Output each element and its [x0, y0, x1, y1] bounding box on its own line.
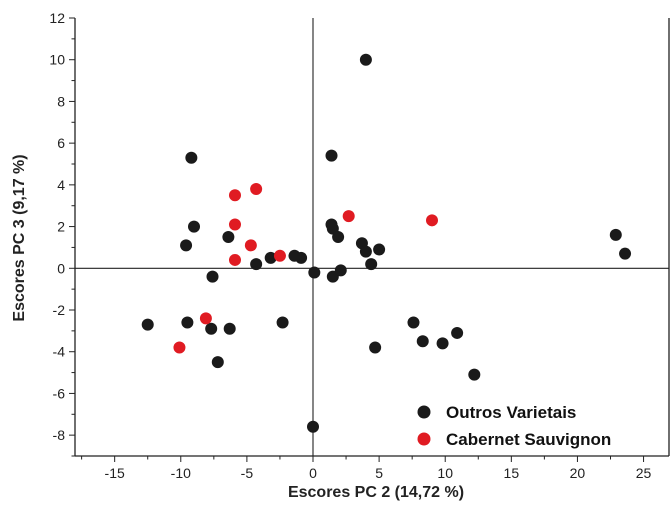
- data-point: [276, 316, 289, 329]
- y-tick-label: -2: [53, 302, 66, 318]
- data-point: [308, 266, 321, 279]
- data-point: [359, 53, 372, 66]
- data-point: [619, 247, 632, 260]
- series-outros-varietais: [141, 53, 632, 433]
- x-axis-title: Escores PC 2 (14,72 %): [288, 484, 464, 501]
- data-point: [334, 264, 347, 277]
- data-point: [451, 326, 464, 339]
- legend-marker: [417, 405, 431, 419]
- data-point: [609, 228, 622, 241]
- x-tick-label: 15: [504, 465, 520, 481]
- y-tick-label: -8: [53, 427, 66, 443]
- data-point: [273, 249, 286, 262]
- y-tick-label: 12: [49, 10, 65, 26]
- x-tick-label: -10: [171, 465, 191, 481]
- x-axis: -15 -10 -5 0 5 10 15 20 25: [81, 456, 652, 481]
- data-point: [181, 316, 194, 329]
- data-points: [141, 53, 632, 433]
- data-point: [188, 220, 200, 233]
- data-point: [436, 337, 449, 350]
- data-point: [205, 322, 218, 335]
- series-cabernet-sauvignon: [173, 183, 438, 354]
- data-point: [228, 218, 241, 231]
- x-tick-label: 10: [437, 465, 453, 481]
- data-point: [222, 231, 235, 243]
- data-point: [141, 318, 154, 331]
- data-point: [223, 322, 236, 335]
- data-point: [407, 316, 420, 329]
- data-point: [373, 243, 386, 256]
- plot-area: [74, 18, 670, 457]
- data-point: [359, 245, 372, 258]
- y-tick-label: -4: [53, 344, 66, 360]
- x-tick-label: 0: [309, 465, 317, 481]
- y-tick-label: 2: [57, 219, 65, 235]
- y-axis: -8 -6 -4 -2 0 2 4 6 8 10 12: [49, 10, 75, 457]
- data-point: [228, 189, 241, 202]
- data-point: [369, 341, 382, 354]
- data-point: [325, 149, 338, 162]
- data-point: [332, 231, 345, 243]
- y-tick-label: 8: [57, 93, 65, 109]
- data-point: [250, 258, 263, 271]
- data-point: [468, 368, 481, 381]
- data-point: [180, 239, 193, 252]
- reference-lines: [75, 18, 669, 456]
- y-tick-label: 10: [49, 52, 65, 68]
- data-point: [264, 251, 277, 264]
- x-tick-label: 20: [570, 465, 586, 481]
- y-tick-label: 4: [57, 177, 65, 193]
- legend-marker: [417, 432, 431, 446]
- data-point: [416, 335, 429, 348]
- data-point: [228, 253, 241, 266]
- x-tick-label: 5: [375, 465, 383, 481]
- y-tick-label: -6: [53, 385, 66, 401]
- data-point: [307, 420, 319, 433]
- y-tick-label: 0: [57, 260, 65, 276]
- data-point: [185, 151, 198, 164]
- data-point: [173, 341, 186, 354]
- data-point: [244, 239, 257, 252]
- x-tick-label: -15: [105, 465, 125, 481]
- y-axis-title: Escores PC 3 (9,17 %): [11, 154, 28, 321]
- data-point: [199, 312, 212, 325]
- data-point: [342, 210, 355, 223]
- x-tick-label: 25: [636, 465, 652, 481]
- data-point: [206, 270, 219, 283]
- data-point: [250, 183, 263, 196]
- data-point: [365, 258, 378, 271]
- x-tick-label: -5: [241, 465, 254, 481]
- y-tick-label: 6: [57, 135, 65, 151]
- legend-label: Cabernet Sauvignon: [446, 430, 611, 449]
- legend: Outros Varietais Cabernet Sauvignon: [417, 403, 611, 449]
- legend-label: Outros Varietais: [446, 403, 576, 422]
- data-point: [426, 214, 438, 227]
- data-point: [295, 251, 308, 264]
- data-point: [211, 356, 224, 369]
